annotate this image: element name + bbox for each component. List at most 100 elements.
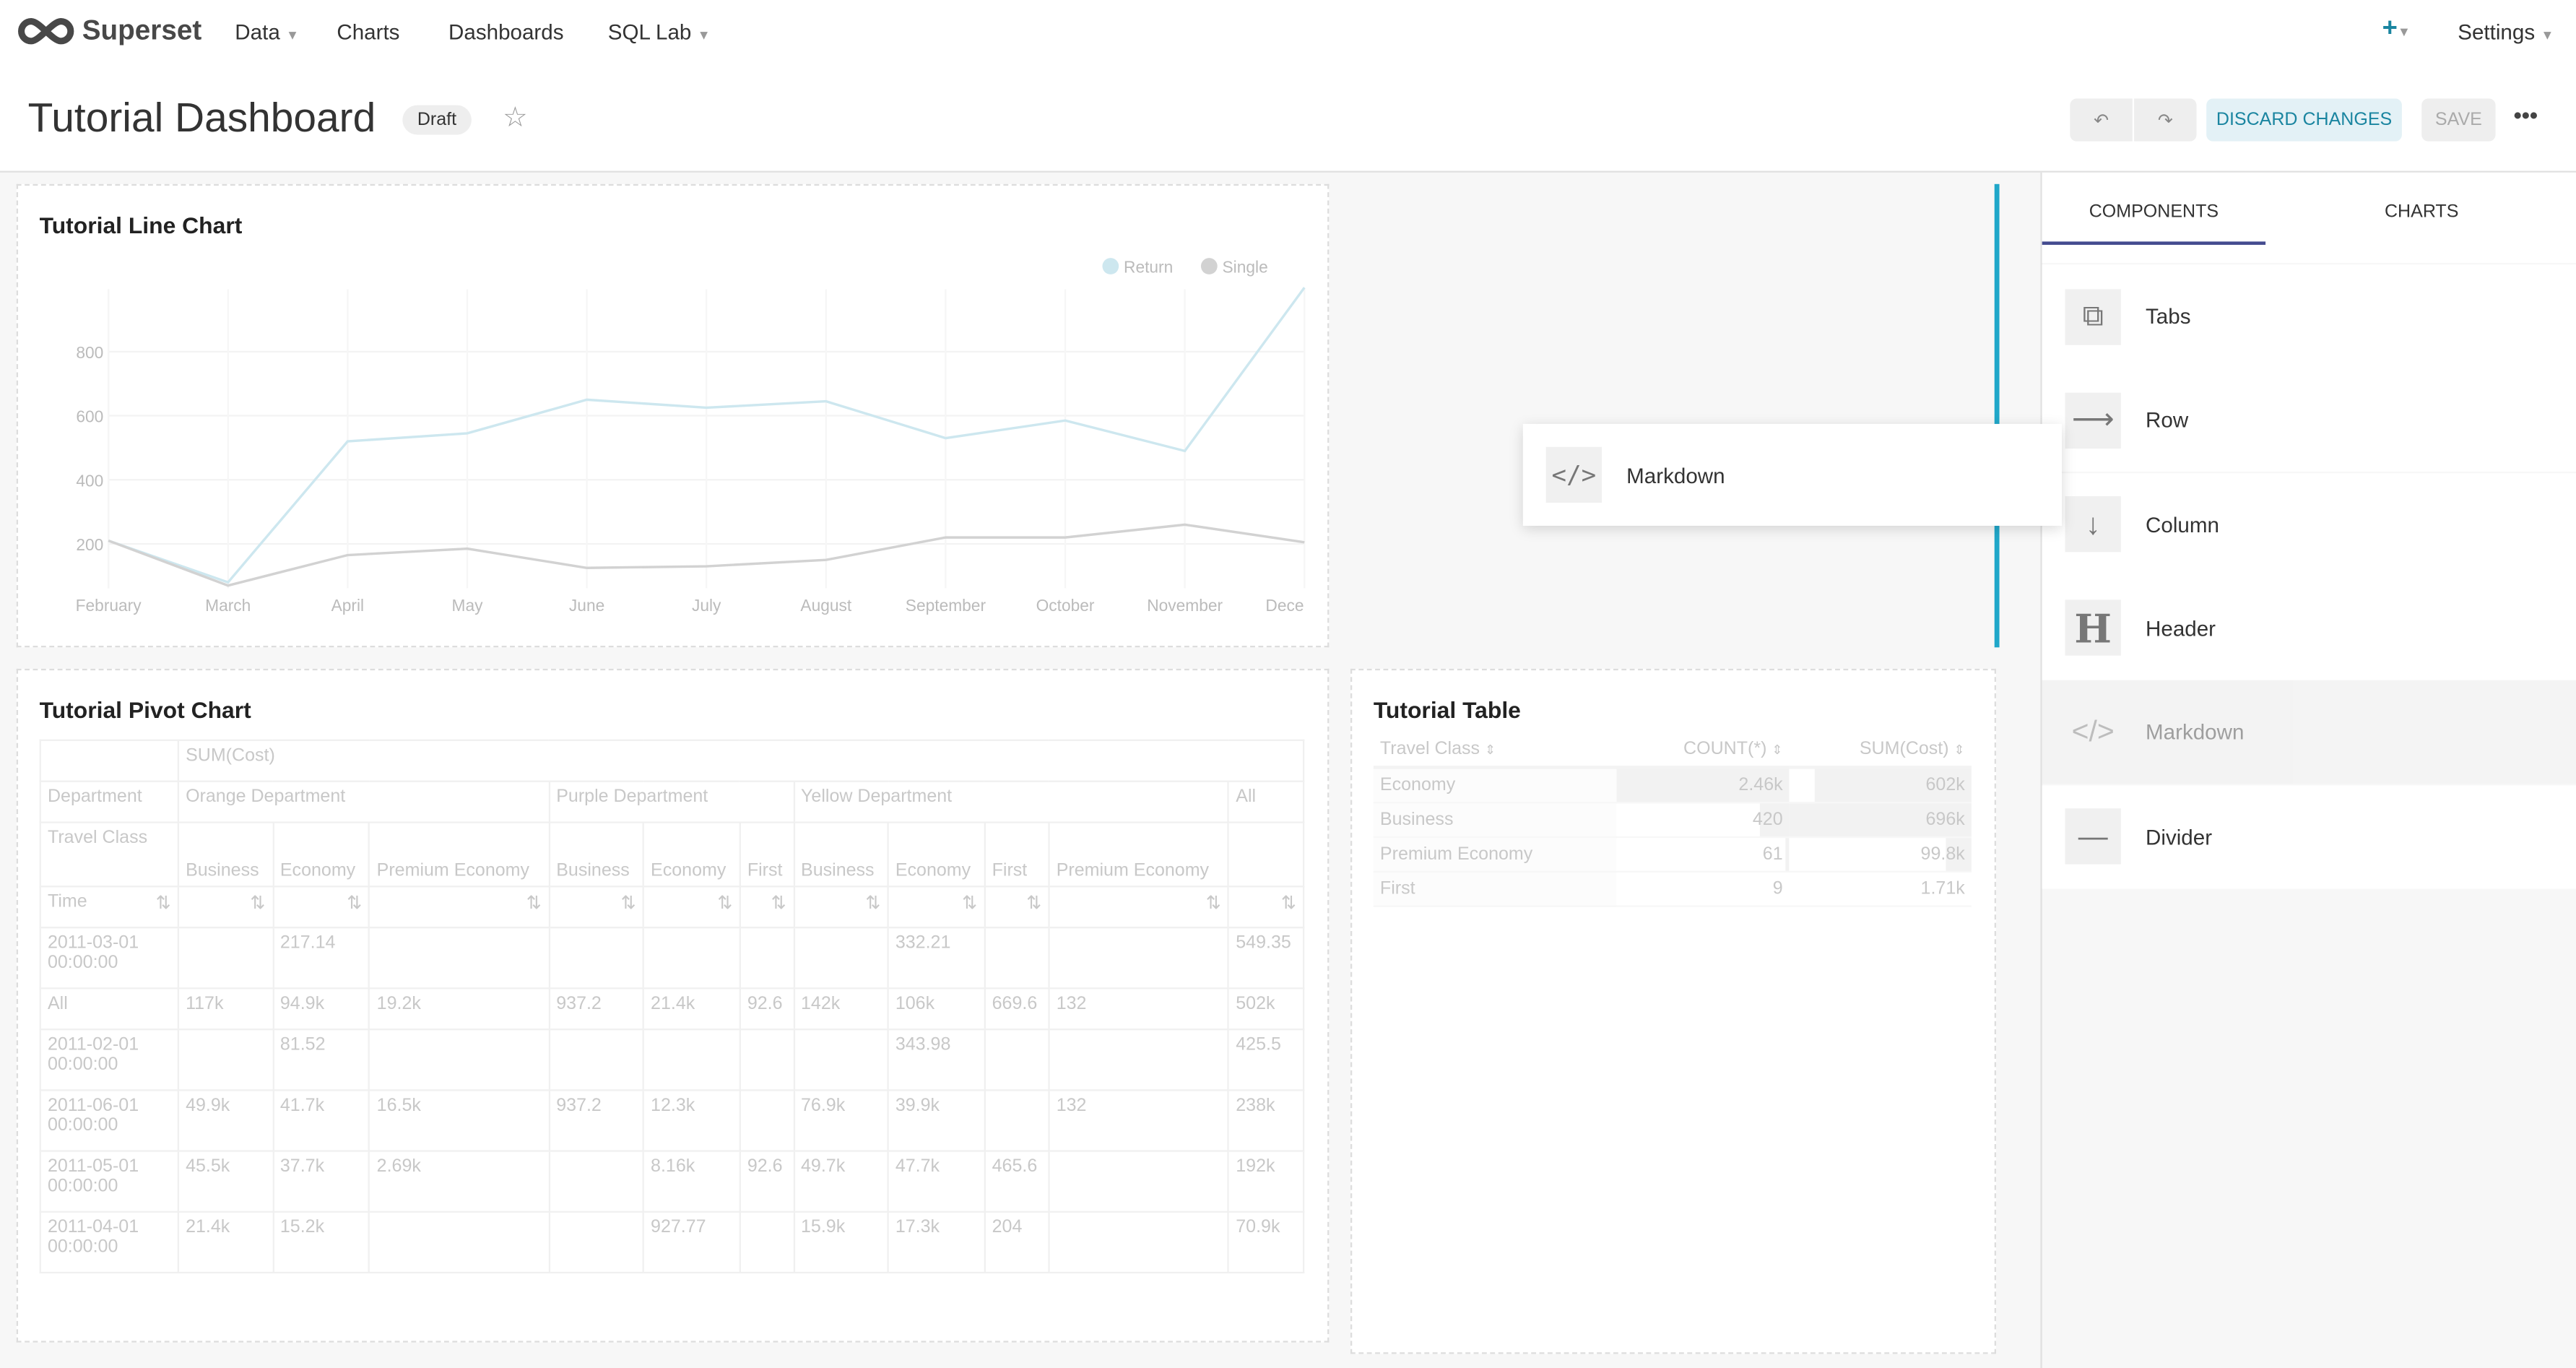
sortable-header[interactable]: ⇅ — [547, 886, 644, 929]
sortable-header[interactable]: ⇅ — [1048, 886, 1230, 929]
value-cell — [739, 927, 794, 990]
sort-icon[interactable]: ⇅ — [717, 893, 733, 914]
redo-button[interactable]: ↷ — [2134, 98, 2197, 142]
sortable-header[interactable]: ⇅ — [177, 886, 274, 929]
column-header[interactable]: SUM(Cost) ⇕ — [1789, 732, 1972, 769]
pivot-chart-card[interactable]: Tutorial Pivot Chart SUM(Cost) Department… — [16, 668, 1330, 1343]
y-tick-label: 600 — [76, 407, 103, 426]
component-tabs[interactable]: ⧉ Tabs — [2042, 264, 2576, 368]
sort-icon[interactable]: ⇅ — [1026, 893, 1042, 914]
plus-icon[interactable]: +▼ — [2382, 14, 2411, 43]
save-button[interactable]: SAVE — [2421, 98, 2496, 142]
dept-label: Department — [39, 780, 179, 823]
sortable-header[interactable]: ⇅ — [272, 886, 370, 929]
nav-dashboards[interactable]: Dashboards — [448, 20, 564, 45]
nav-sql-lab[interactable]: SQL Lab ▼ — [608, 20, 711, 44]
component-label: Markdown — [2146, 719, 2245, 745]
department-header: All — [1227, 780, 1305, 823]
sort-icon[interactable]: ⇅ — [1205, 893, 1221, 914]
value-cell: 45.5k — [177, 1150, 274, 1213]
drop-indicator — [1994, 183, 2000, 648]
sortable-header[interactable]: ⇅ — [642, 886, 741, 929]
table-row: Economy 2.46k 602k — [1373, 767, 1972, 803]
class-header: First — [739, 821, 794, 888]
sort-icon[interactable]: ⇅ — [1280, 893, 1296, 914]
component-header[interactable]: H Header — [2042, 576, 2576, 680]
sortable-header[interactable]: ⇅ — [1227, 886, 1305, 929]
sortable-header[interactable]: Time ⇅ — [39, 886, 179, 929]
value-cell — [792, 927, 889, 990]
sort-icon[interactable]: ⇅ — [865, 893, 881, 914]
travel-class-cell: Economy — [1373, 767, 1617, 803]
x-tick-label: April — [331, 596, 364, 615]
code-icon: </> — [1545, 446, 1603, 503]
row-header: 2011-03-01 00:00:00 — [39, 927, 179, 990]
value-cell — [368, 927, 550, 990]
value-cell — [739, 1211, 794, 1274]
value-cell: 16.5k — [368, 1089, 550, 1152]
brand-name[interactable]: Superset — [82, 14, 202, 46]
more-options-icon[interactable]: ••• — [2513, 102, 2538, 129]
component-label: Row — [2146, 407, 2189, 433]
count-cell: 2.46k — [1616, 767, 1790, 803]
component-markdown[interactable]: </> Markdown — [2042, 680, 2576, 784]
value-cell: 47.7k — [887, 1150, 986, 1213]
sortable-header[interactable]: ⇅ — [984, 886, 1050, 929]
component-label: Column — [2146, 511, 2219, 537]
table-chart-card[interactable]: Tutorial Table Travel Class ⇕ COUNT(*) ⇕ S… — [1350, 668, 1997, 1354]
settings-menu[interactable]: Settings ▼ — [2458, 20, 2554, 44]
sort-icon[interactable]: ⇅ — [620, 893, 636, 914]
header-row: Travel Class ⇕ COUNT(*) ⇕ SUM(Cost) ⇕ — [1373, 732, 1972, 769]
nav-data[interactable]: Data ▼ — [235, 20, 299, 44]
tab-charts[interactable]: CHARTS — [2384, 202, 2459, 222]
legend-label[interactable]: Single — [1223, 258, 1268, 277]
sort-icon[interactable]: ⇕ — [1771, 743, 1783, 758]
caret-down-icon: ▼ — [286, 27, 300, 43]
nav-charts[interactable]: Charts — [337, 20, 400, 45]
sort-icon[interactable]: ⇅ — [526, 893, 542, 914]
x-tick-label: February — [76, 596, 142, 615]
sortable-header[interactable]: ⇅ — [887, 886, 986, 929]
legend-swatch[interactable] — [1102, 258, 1119, 274]
sort-icon[interactable]: ⇅ — [771, 893, 786, 914]
class-header: Premium Economy — [1048, 821, 1230, 888]
legend-swatch[interactable] — [1200, 258, 1218, 274]
metric-header-row: SUM(Cost) — [39, 739, 1305, 782]
component-column[interactable]: ↓ Column — [2042, 472, 2576, 576]
x-tick-label: October — [1036, 596, 1095, 615]
superset-logo-icon[interactable] — [17, 17, 76, 46]
column-header[interactable]: Travel Class ⇕ — [1373, 732, 1617, 769]
table-row: Premium Economy 61 99.8k — [1373, 837, 1972, 872]
star-icon[interactable]: ☆ — [503, 102, 528, 134]
markdown-drag-preview[interactable]: </> Markdown — [1522, 423, 2062, 526]
value-cell: 132 — [1048, 987, 1230, 1031]
series-line-single — [108, 523, 1305, 587]
page-title[interactable]: Tutorial Dashboard — [27, 95, 376, 142]
sort-icon[interactable]: ⇕ — [1953, 743, 1965, 758]
discard-changes-button[interactable]: DISCARD CHANGES — [2206, 98, 2402, 142]
sortable-header[interactable]: ⇅ — [739, 886, 794, 929]
value-cell — [1048, 1029, 1230, 1091]
sort-icon[interactable]: ⇅ — [962, 893, 978, 914]
value-cell: 39.9k — [887, 1089, 986, 1152]
value-cell: 204 — [984, 1211, 1050, 1274]
sort-icon[interactable]: ⇅ — [250, 893, 266, 914]
sort-icon[interactable]: ⇅ — [155, 893, 171, 914]
column-header-label: COUNT(*) — [1683, 739, 1767, 760]
status-badge[interactable]: Draft — [402, 105, 472, 135]
component-row[interactable]: ⟶ Row — [2042, 368, 2576, 472]
component-divider[interactable]: — Divider — [2042, 784, 2576, 888]
sort-icon[interactable]: ⇕ — [1485, 743, 1496, 758]
component-label: Header — [2146, 615, 2216, 641]
legend-label[interactable]: Return — [1124, 258, 1173, 277]
code-icon: </> — [2065, 704, 2121, 761]
class-header: Economy — [272, 821, 370, 888]
caret-down-icon: ▼ — [697, 27, 711, 43]
sortable-header[interactable]: ⇅ — [368, 886, 550, 929]
undo-button[interactable]: ↶ — [2070, 98, 2133, 142]
sortable-header[interactable]: ⇅ — [792, 886, 889, 929]
column-header[interactable]: COUNT(*) ⇕ — [1616, 732, 1790, 769]
value-cell: 937.2 — [547, 1089, 644, 1152]
sort-icon[interactable]: ⇅ — [347, 893, 363, 914]
tab-components[interactable]: COMPONENTS — [2042, 173, 2266, 245]
